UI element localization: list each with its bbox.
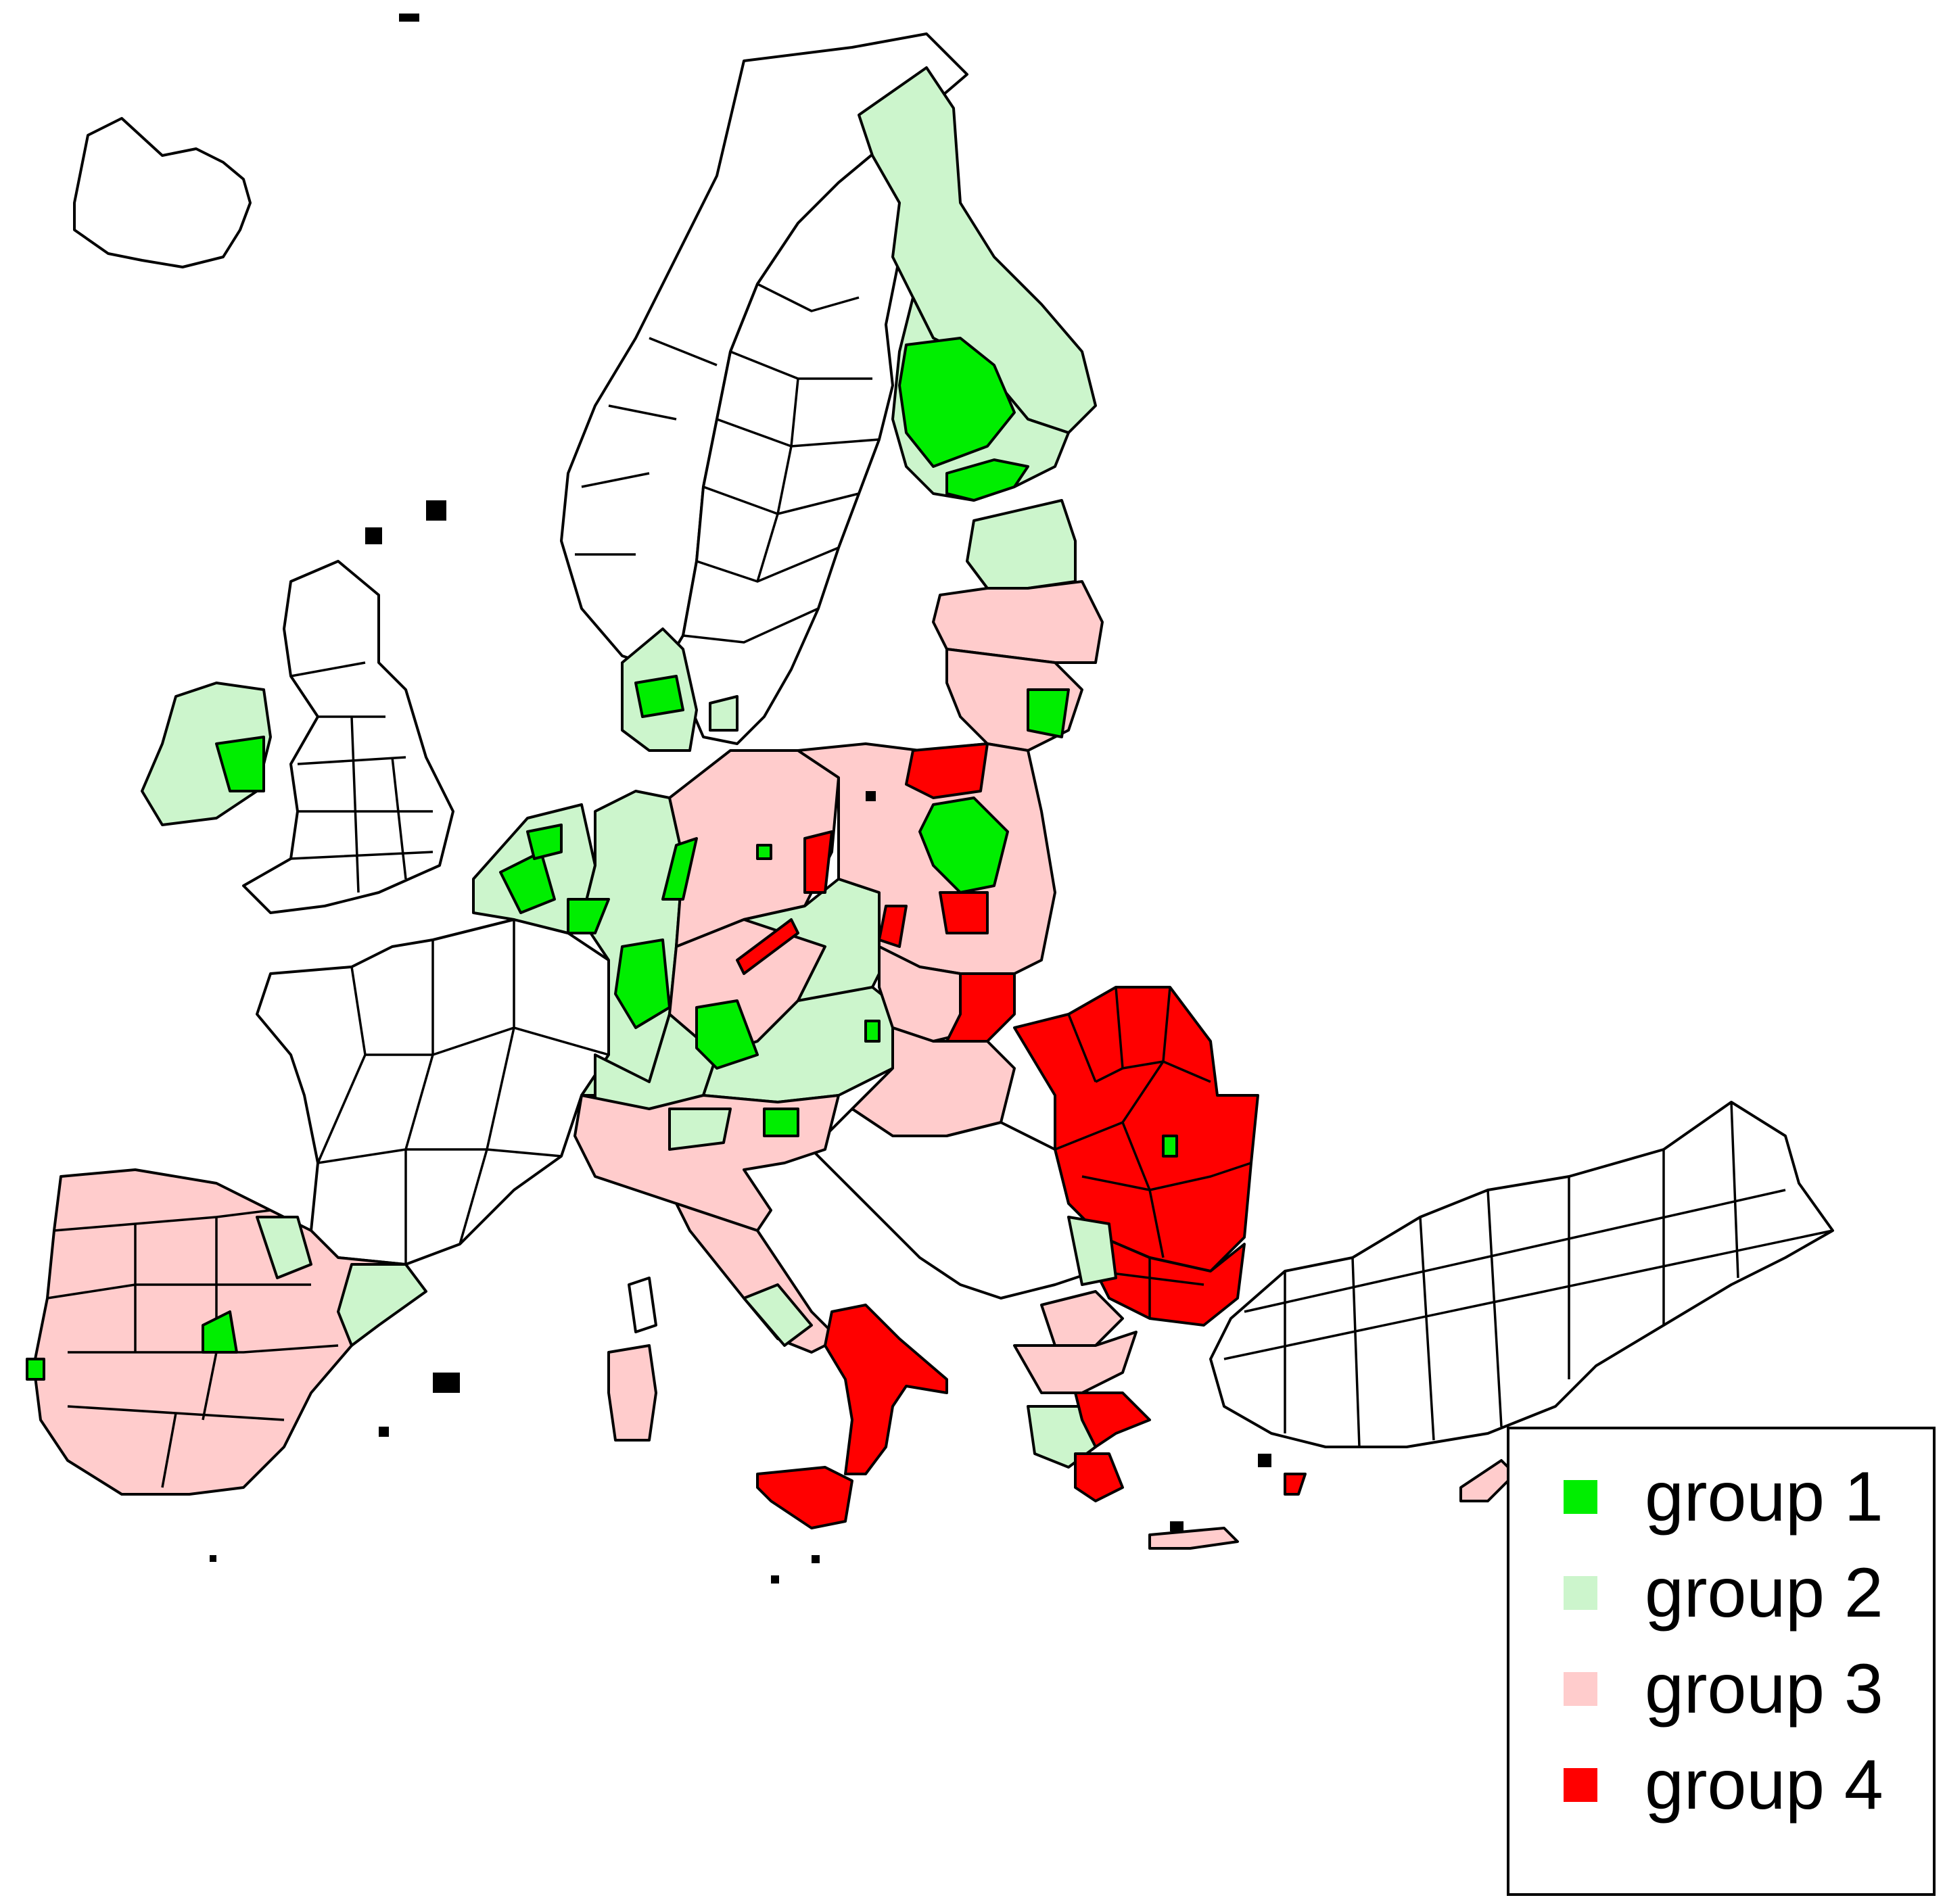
islet bbox=[365, 527, 382, 544]
region-poland-warsaw bbox=[918, 796, 1009, 894]
region-spain-madrid bbox=[202, 1310, 238, 1354]
islet bbox=[1258, 1454, 1271, 1467]
region-spain-catalonia bbox=[337, 1263, 427, 1347]
region-estonia bbox=[966, 499, 1077, 590]
region-portugal-lisbon bbox=[26, 1358, 45, 1381]
region-corsica bbox=[628, 1277, 657, 1333]
region-austria-east bbox=[864, 1020, 881, 1043]
region-germany-leipzig bbox=[661, 837, 698, 901]
region-poland-west bbox=[803, 830, 833, 894]
region-aegean-island bbox=[1284, 1473, 1307, 1496]
legend-item-group-2: group 2 bbox=[1564, 1552, 1883, 1634]
region-cyprus bbox=[1459, 1459, 1516, 1502]
region-denmark-zealand bbox=[709, 695, 739, 732]
islet bbox=[812, 1555, 820, 1563]
legend-label-group-3: group 3 bbox=[1645, 1650, 1883, 1728]
legend-swatch-group-4 bbox=[1564, 1768, 1597, 1802]
islet bbox=[433, 1373, 460, 1393]
islet bbox=[771, 1575, 779, 1584]
region-poland-gdansk bbox=[905, 742, 989, 799]
region-italy-veneto bbox=[763, 1108, 799, 1137]
region-great-britain bbox=[242, 560, 454, 914]
region-germany-cologne bbox=[567, 898, 610, 934]
region-ireland-dublin bbox=[215, 736, 265, 792]
islet bbox=[379, 1427, 389, 1437]
region-italy-south bbox=[824, 1304, 948, 1475]
islet bbox=[426, 500, 446, 521]
region-germany-berlin bbox=[756, 844, 772, 860]
legend-label-group-4: group 4 bbox=[1645, 1746, 1883, 1824]
region-latvia bbox=[932, 580, 1104, 664]
region-turkey bbox=[1209, 1101, 1834, 1448]
legend-swatch-group-2 bbox=[1564, 1576, 1597, 1610]
region-benelux-core bbox=[499, 851, 556, 914]
map-legend: group 1 group 2 group 3 group 4 bbox=[1507, 1427, 1936, 1896]
romania-internal-borders bbox=[1054, 986, 1252, 1258]
region-iceland bbox=[73, 117, 252, 268]
legend-label-group-2: group 2 bbox=[1645, 1554, 1883, 1632]
islet bbox=[866, 791, 876, 801]
region-greece-attica bbox=[1074, 1391, 1151, 1448]
region-western-balkans bbox=[810, 1108, 1104, 1300]
region-romania-center bbox=[1162, 1135, 1178, 1158]
region-finland-central bbox=[898, 337, 1016, 468]
sweden-internal-borders bbox=[575, 283, 880, 644]
region-czechia-prague-strip bbox=[736, 918, 799, 975]
turkey-internal-borders bbox=[1223, 1101, 1833, 1448]
region-denmark-copenhagen bbox=[634, 675, 684, 718]
region-north-macedonia bbox=[1040, 1290, 1124, 1347]
legend-item-group-3: group 3 bbox=[1564, 1648, 1883, 1730]
region-italy-milan bbox=[668, 1108, 732, 1151]
region-greece-peloponnese bbox=[1074, 1452, 1124, 1502]
region-greece-north bbox=[1013, 1331, 1138, 1394]
region-italy-lazio bbox=[743, 1283, 813, 1347]
region-spain-navarra bbox=[256, 1216, 312, 1279]
region-poland-lublin bbox=[939, 891, 989, 934]
region-austria-vienna bbox=[695, 999, 759, 1070]
region-finland-helsinki bbox=[945, 458, 1029, 502]
legend-item-group-1: group 1 bbox=[1564, 1456, 1883, 1538]
islet bbox=[399, 14, 419, 22]
legend-swatch-group-3 bbox=[1564, 1672, 1597, 1706]
region-germany-frankfurt bbox=[614, 938, 671, 1029]
region-poland-lodz bbox=[878, 905, 908, 948]
legend-item-group-4: group 4 bbox=[1564, 1744, 1883, 1826]
france-internal-borders bbox=[317, 920, 609, 1264]
region-crete bbox=[1148, 1527, 1239, 1550]
region-lithuania-vilnius bbox=[1027, 688, 1070, 738]
region-sardinia bbox=[607, 1344, 657, 1442]
region-netherlands-west bbox=[526, 824, 563, 860]
region-sicily bbox=[756, 1466, 853, 1529]
islet bbox=[210, 1555, 216, 1562]
britain-internal-borders bbox=[290, 661, 433, 893]
legend-label-group-1: group 1 bbox=[1645, 1458, 1883, 1536]
legend-swatch-group-1 bbox=[1564, 1480, 1597, 1514]
region-serbia-south bbox=[1067, 1216, 1117, 1286]
islet bbox=[1170, 1521, 1184, 1531]
